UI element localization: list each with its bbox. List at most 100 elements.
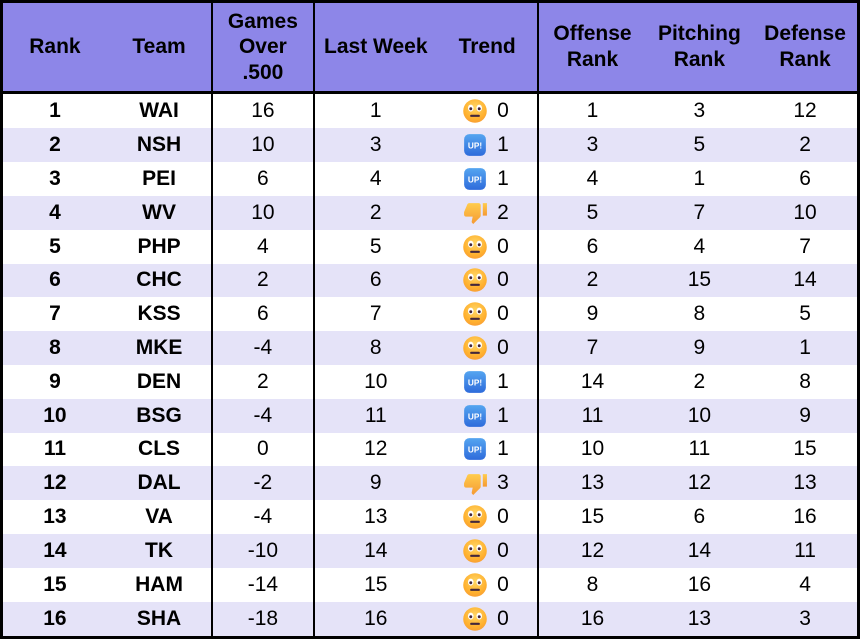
pitching-rank-cell: 10	[645, 398, 754, 433]
trend-indicator: 0	[439, 98, 535, 124]
team-cell: SHA	[106, 601, 213, 638]
column-header-label: Trend	[458, 35, 516, 59]
team-cell: CHC	[106, 263, 213, 298]
trend-cell: 0	[437, 297, 538, 331]
last-week-cell: 14	[312, 534, 437, 568]
table-row: 10 BSG -4 11 UP! 1 11 10 9	[1, 398, 859, 433]
neutral-face-icon	[462, 572, 488, 598]
column-header-defense-rank: Defense Rank	[753, 1, 859, 94]
team-cell: CLS	[138, 437, 181, 461]
trend-value: 0	[497, 336, 509, 360]
rank-cell: 6	[1, 263, 107, 298]
team-cell: DAL	[106, 466, 213, 501]
column-header-games-over-500: Games Over .500	[211, 1, 314, 94]
header-row: Rank Team Games Over .500 Last Week Tren…	[1, 1, 859, 94]
pitching-rank-cell: 11	[688, 437, 711, 461]
column-header-label: Games Over .500	[227, 9, 298, 84]
team-cell: HAM	[135, 572, 183, 596]
neutral-face-icon	[462, 234, 488, 260]
offense-rank-cell: 8	[537, 567, 646, 602]
trend-indicator: 3	[439, 470, 535, 496]
team-cell: NSH	[106, 128, 213, 163]
rank-cell: 9	[49, 369, 61, 393]
team-cell: VA	[145, 505, 173, 529]
neutral-face-icon	[462, 267, 488, 293]
offense-rank-cell: 10	[537, 432, 646, 467]
defense-rank-cell: 15	[793, 437, 817, 461]
defense-rank-cell: 11	[753, 534, 859, 568]
trend-indicator: UP! 1	[439, 166, 535, 192]
team-cell: DEN	[136, 369, 182, 393]
column-header-label: Pitching Rank	[657, 22, 741, 71]
last-week-cell: 9	[312, 466, 437, 501]
team-cell: PHP	[137, 234, 181, 258]
pitching-rank-cell: 2	[693, 369, 706, 393]
column-header-pitching-rank: Pitching Rank	[645, 1, 754, 94]
table-row: 6 CHC 2 6 0 2 15 14	[1, 263, 859, 298]
table-row: 5 PHP 4 5 0 6 4 7	[2, 229, 859, 264]
defense-rank-cell: 9	[753, 398, 859, 433]
team-cell: MKE	[106, 331, 213, 365]
trend-cell: 0	[436, 263, 539, 298]
pitching-rank-cell: 13	[645, 601, 754, 638]
games-over-500-cell: -10	[211, 534, 314, 568]
column-header-trend: Trend	[436, 1, 539, 94]
trend-indicator: 0	[439, 301, 535, 327]
last-week-cell: 1	[312, 92, 437, 129]
table-row: 7 KSS 6 7 0 9 8 5	[2, 297, 859, 332]
trend-indicator: 0	[439, 572, 535, 598]
trend-cell: 2	[436, 195, 539, 230]
defense-rank-cell: 3	[753, 601, 859, 638]
rank-cell: 3	[49, 166, 61, 190]
trend-indicator: 0	[439, 504, 535, 530]
trend-value: 0	[497, 234, 509, 258]
column-header-label: Team	[132, 35, 186, 59]
column-header-label: Offense Rank	[553, 22, 632, 71]
offense-rank-cell: 12	[537, 534, 646, 568]
defense-rank-cell: 14	[753, 263, 859, 298]
defense-rank-cell: 8	[799, 369, 811, 393]
trend-cell: 0	[436, 601, 539, 638]
games-over-500-cell: 10	[211, 128, 314, 163]
trend-indicator: 0	[439, 538, 535, 564]
defense-rank-cell: 6	[799, 166, 811, 190]
svg-text:UP!: UP!	[468, 446, 482, 455]
team-cell: WV	[106, 195, 213, 230]
table-row: 16 SHA -18 16 0 16 13 3	[1, 601, 859, 638]
trend-value: 3	[497, 471, 509, 495]
table-row: 8 MKE -4 8 0 7 9 1	[1, 331, 859, 365]
trend-value: 1	[497, 369, 509, 393]
defense-rank-cell: 13	[753, 466, 859, 501]
up-button-icon: UP!	[462, 436, 488, 462]
offense-rank-cell: 11	[537, 398, 646, 433]
table-header: Rank Team Games Over .500 Last Week Tren…	[1, 1, 859, 94]
neutral-face-icon	[462, 538, 488, 564]
trend-value: 1	[497, 133, 509, 157]
table-row: 12 DAL -2 9 3 13 12 13	[1, 466, 859, 501]
trend-value: 1	[497, 403, 509, 427]
trend-cell: 0	[437, 93, 538, 129]
offense-rank-cell: 9	[537, 297, 646, 332]
up-button-icon: UP!	[462, 166, 488, 192]
trend-indicator: 0	[439, 234, 535, 260]
table-row: 13 VA -4 13 0 15 6 16	[2, 500, 859, 535]
neutral-face-icon	[462, 98, 488, 124]
games-over-500-cell: 2	[211, 263, 314, 298]
table-row: 1 WAI 16 1 0 1 3 12	[2, 92, 859, 129]
team-cell: WAI	[139, 99, 179, 123]
rank-cell: 15	[43, 572, 67, 596]
offense-rank-cell: 6	[537, 229, 646, 264]
games-over-500-cell: -4	[211, 398, 314, 433]
neutral-face-icon	[462, 301, 488, 327]
pitching-rank-cell: 3	[693, 99, 706, 123]
column-header-label: Defense Rank	[764, 22, 846, 71]
svg-text:UP!: UP!	[468, 378, 482, 387]
offense-rank-cell: 13	[537, 466, 646, 501]
games-over-500-cell: 16	[211, 92, 314, 129]
trend-cell: UP! 1	[436, 128, 539, 163]
games-over-500-cell: -4	[211, 500, 314, 535]
offense-rank-cell: 4	[537, 162, 646, 196]
table-row: 4 WV 10 2 2 5 7 10	[1, 195, 859, 230]
pitching-rank-cell: 5	[645, 128, 754, 163]
